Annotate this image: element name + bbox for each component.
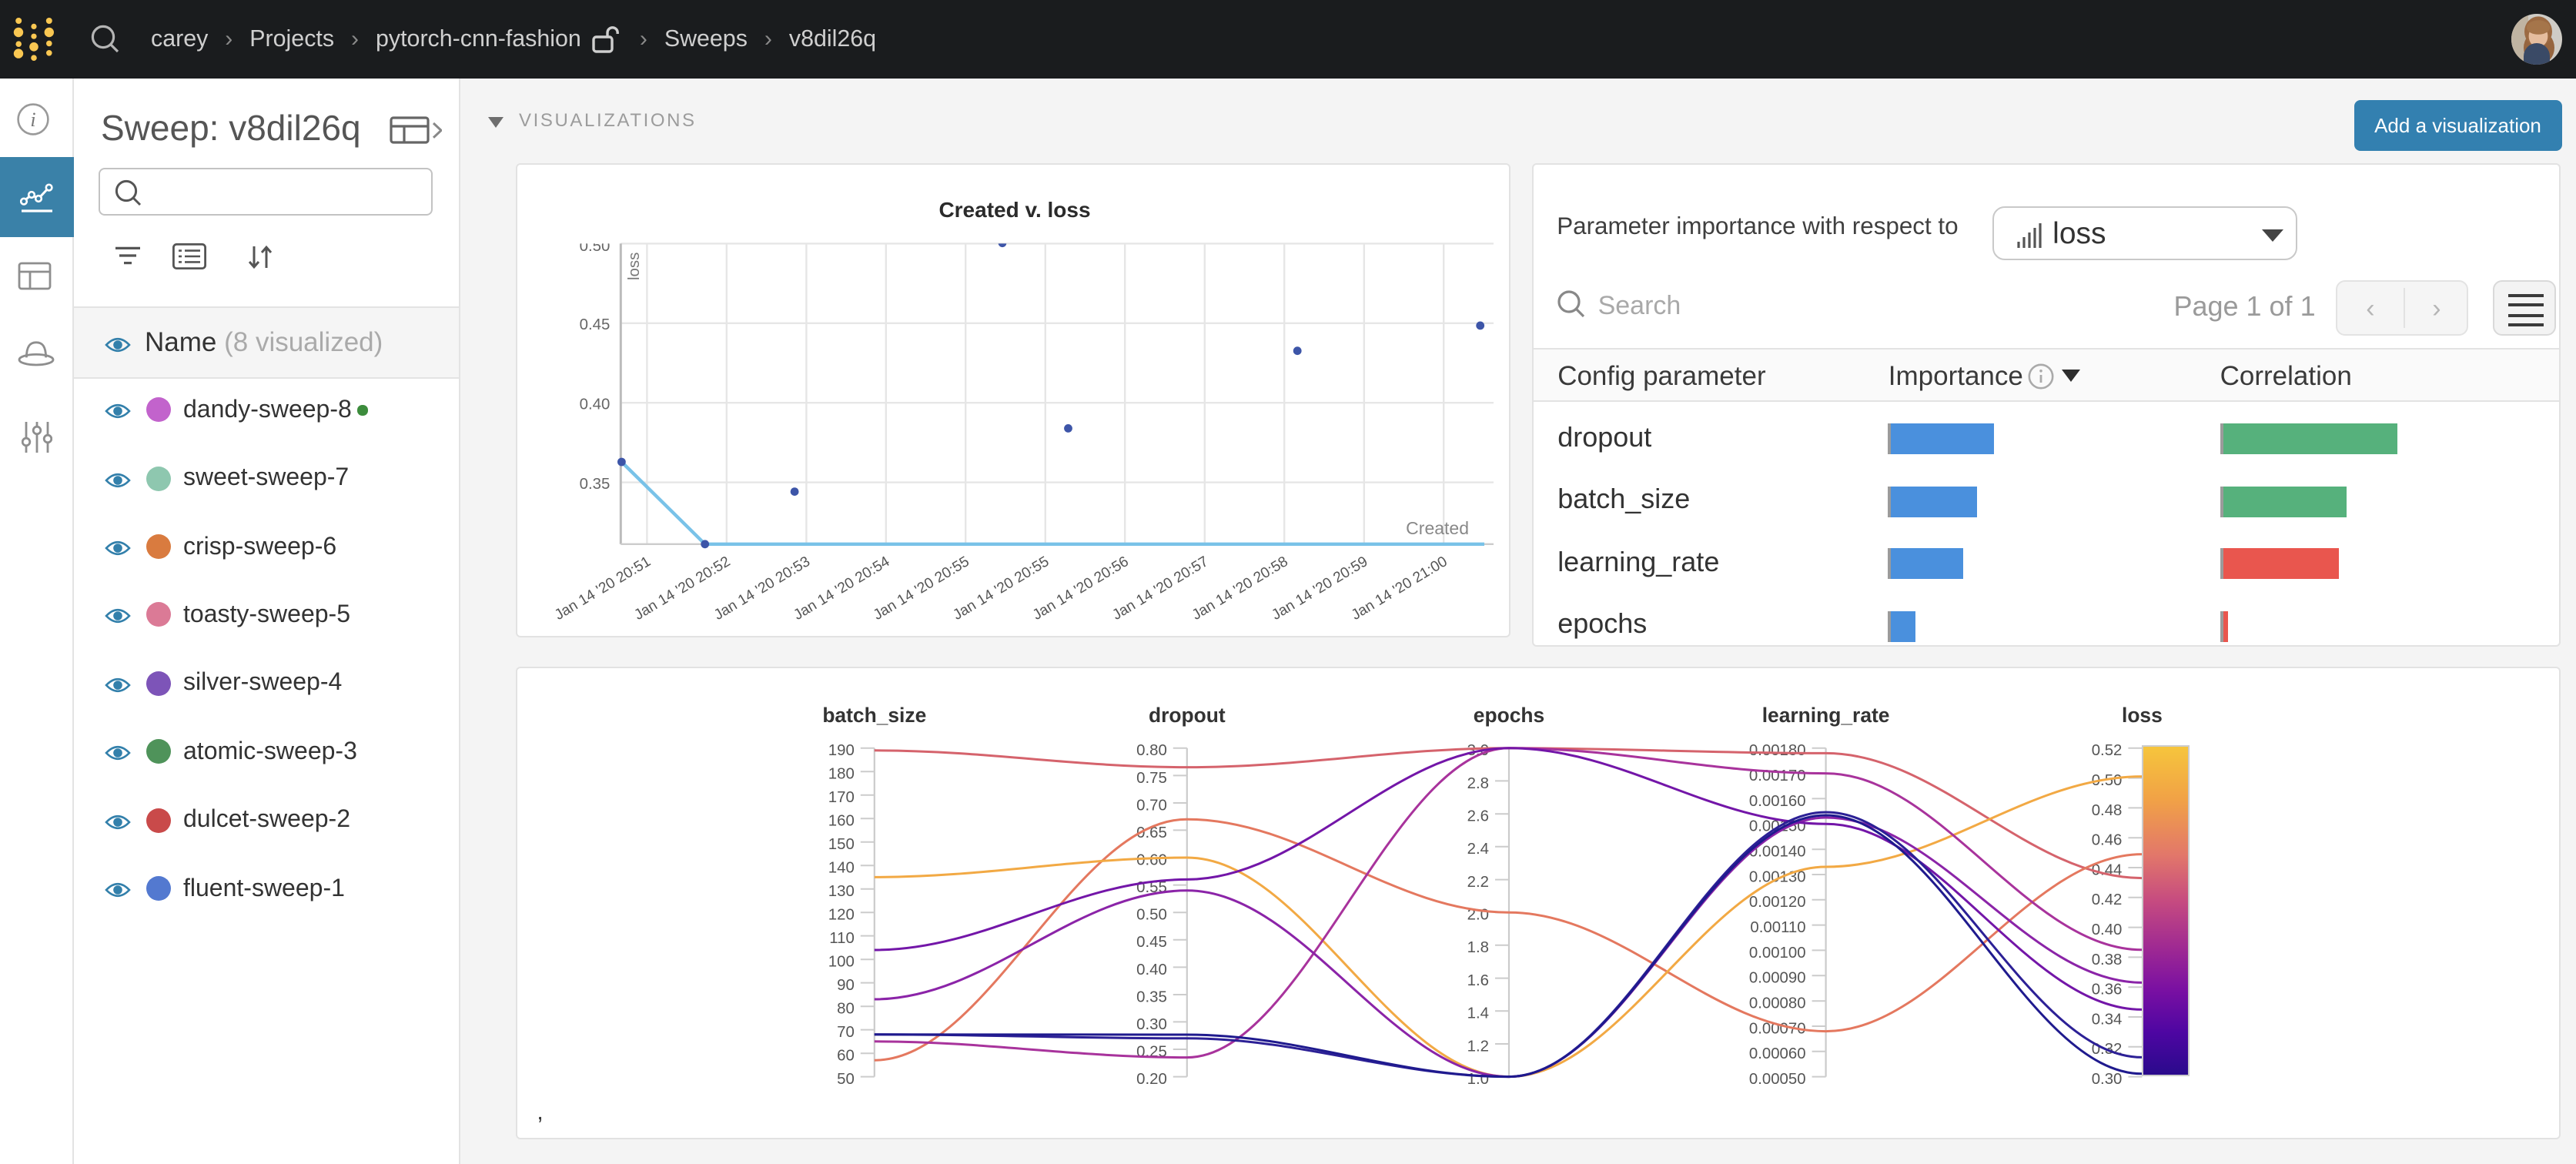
svg-text:0.34: 0.34 <box>2091 1011 2122 1028</box>
svg-text:0.30: 0.30 <box>1136 1016 1166 1033</box>
svg-text:0.52: 0.52 <box>2091 742 2122 759</box>
svg-text:0.48: 0.48 <box>2091 802 2122 819</box>
svg-text:0.50: 0.50 <box>2091 772 2122 789</box>
svg-text:160: 160 <box>828 813 854 830</box>
svg-text:0.00070: 0.00070 <box>1748 1020 1805 1037</box>
svg-text:0.00060: 0.00060 <box>1748 1045 1805 1062</box>
svg-text:dropout: dropout <box>1148 704 1225 727</box>
svg-text:0.35: 0.35 <box>579 476 610 493</box>
svg-text:170: 170 <box>828 789 854 806</box>
svg-text:0.20: 0.20 <box>1136 1071 1166 1088</box>
svg-text:190: 190 <box>828 742 854 759</box>
svg-text:2.8: 2.8 <box>1467 775 1488 792</box>
svg-text:0.00090: 0.00090 <box>1748 970 1805 987</box>
svg-text:0.45: 0.45 <box>579 316 610 333</box>
svg-text:0.50: 0.50 <box>579 238 610 255</box>
svg-text:110: 110 <box>829 930 855 947</box>
svg-text:Created: Created <box>1405 518 1468 538</box>
svg-text:60: 60 <box>836 1048 854 1065</box>
svg-text:1.6: 1.6 <box>1467 972 1488 989</box>
svg-text:2.2: 2.2 <box>1467 874 1488 891</box>
svg-text:70: 70 <box>836 1024 854 1041</box>
svg-text:0.00110: 0.00110 <box>1750 919 1805 936</box>
svg-text:140: 140 <box>828 860 854 877</box>
svg-text:1.2: 1.2 <box>1467 1038 1488 1055</box>
svg-text:0.40: 0.40 <box>2091 922 2122 938</box>
svg-text:0.00140: 0.00140 <box>1748 844 1805 861</box>
svg-text:0.35: 0.35 <box>1136 988 1166 1005</box>
svg-text:0.36: 0.36 <box>2091 982 2122 998</box>
svg-text:80: 80 <box>836 1001 854 1018</box>
svg-text:0.00160: 0.00160 <box>1748 793 1805 810</box>
svg-text:loss: loss <box>625 253 642 280</box>
svg-text:0.00180: 0.00180 <box>1748 742 1805 759</box>
svg-text:0.00050: 0.00050 <box>1748 1071 1805 1088</box>
svg-text:0.75: 0.75 <box>1136 770 1166 787</box>
svg-text:1.4: 1.4 <box>1467 1005 1488 1022</box>
svg-text:0.40: 0.40 <box>579 396 610 413</box>
svg-text:batch_size: batch_size <box>822 704 926 727</box>
svg-text:180: 180 <box>828 766 854 783</box>
svg-text:1.8: 1.8 <box>1467 939 1488 956</box>
svg-text:Created v. loss: Created v. loss <box>938 198 1089 222</box>
svg-text:0.50: 0.50 <box>1136 907 1166 924</box>
svg-text:i: i <box>30 109 35 131</box>
svg-text:learning_rate: learning_rate <box>1761 704 1889 727</box>
svg-text:0.38: 0.38 <box>2091 952 2122 968</box>
svg-text:0.00080: 0.00080 <box>1748 995 1805 1012</box>
svg-text:0.40: 0.40 <box>1136 962 1166 978</box>
svg-text:0.60: 0.60 <box>1136 851 1166 868</box>
svg-text:0.65: 0.65 <box>1136 824 1166 841</box>
svg-text:100: 100 <box>828 954 854 971</box>
svg-text:2.4: 2.4 <box>1467 841 1488 858</box>
svg-text:0.42: 0.42 <box>2091 891 2122 908</box>
svg-text:0.70: 0.70 <box>1136 797 1166 814</box>
svg-text:0.80: 0.80 <box>1136 742 1166 759</box>
svg-text:50: 50 <box>836 1071 854 1088</box>
svg-text:120: 120 <box>828 907 854 924</box>
svg-text:0.00120: 0.00120 <box>1748 894 1805 911</box>
svg-text:150: 150 <box>828 836 854 853</box>
svg-text:90: 90 <box>836 977 854 994</box>
svg-text:2.6: 2.6 <box>1467 808 1488 825</box>
svg-text:loss: loss <box>2121 704 2162 727</box>
svg-text:0.30: 0.30 <box>2091 1071 2122 1088</box>
svg-text:0.00100: 0.00100 <box>1748 945 1805 962</box>
svg-text:0.45: 0.45 <box>1136 934 1166 951</box>
svg-text:0.46: 0.46 <box>2091 832 2122 849</box>
svg-text:epochs: epochs <box>1473 704 1544 727</box>
svg-text:130: 130 <box>828 883 854 900</box>
